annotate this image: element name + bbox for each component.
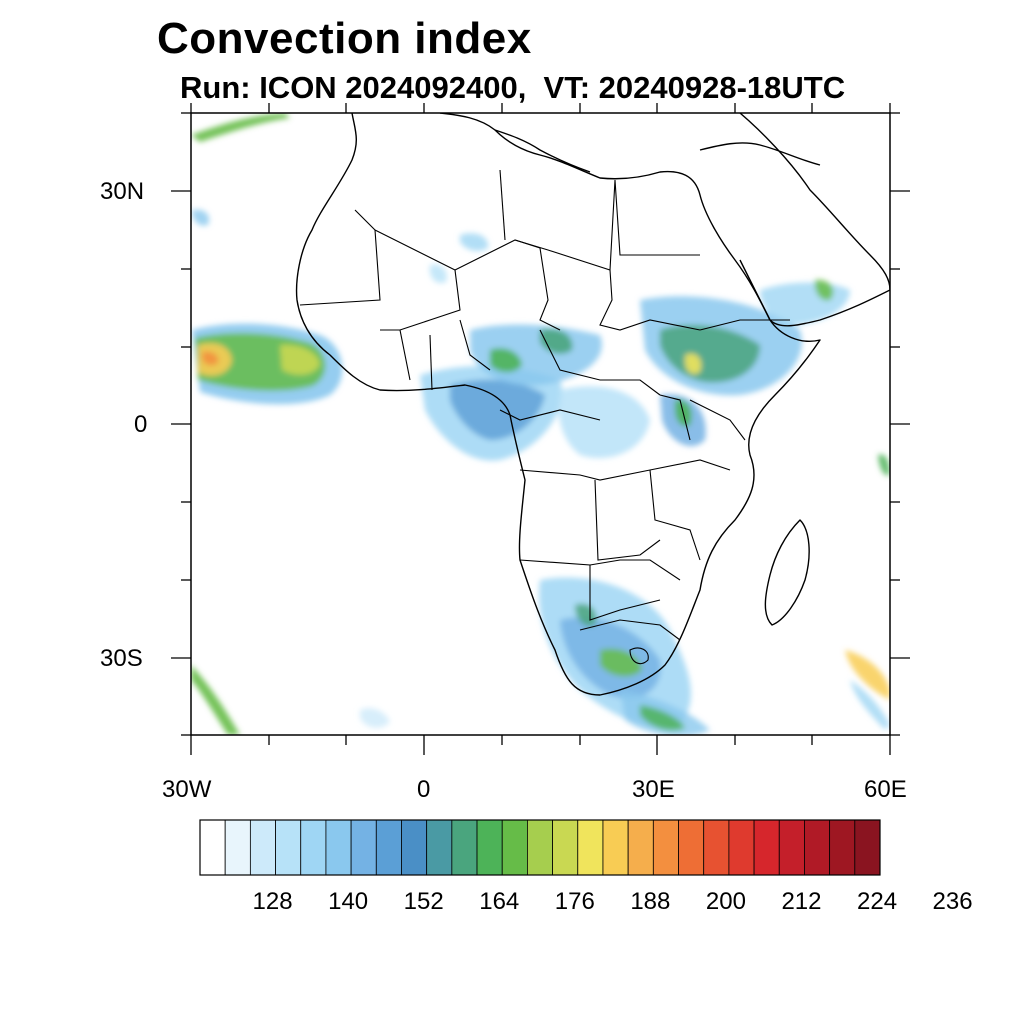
colorbar-box	[652, 819, 679, 876]
colorbar-tick-label: 152	[403, 888, 444, 915]
colorbar-tick-label: 164	[479, 888, 520, 915]
lon-label-60e: 60E	[864, 776, 907, 803]
lon-label-30e: 30E	[632, 776, 675, 803]
colorbar-box	[602, 819, 629, 876]
chart-subtitle: Run: ICON 2024092400, VT: 20240928-18UTC	[180, 70, 846, 105]
colorbar-tick-label: 224	[857, 888, 898, 915]
colorbar-box	[753, 819, 780, 876]
colorbar-box	[224, 819, 251, 876]
colorbar-box	[426, 819, 453, 876]
axis-ticks	[171, 103, 910, 755]
colorbar-tick-label: 236	[932, 888, 973, 915]
colorbar-box	[249, 819, 276, 876]
colorbar-box	[854, 819, 881, 876]
colorbar-box	[703, 819, 730, 876]
colorbar-box	[501, 819, 528, 876]
lat-label-30s: 30S	[100, 645, 143, 672]
colorbar-box	[401, 819, 428, 876]
colorbar-box	[804, 819, 831, 876]
colorbar-box	[350, 819, 377, 876]
colorbar-tick-label: 140	[328, 888, 369, 915]
colorbar-box	[275, 819, 302, 876]
colorbar-box	[728, 819, 755, 876]
colorbar-tick-label: 188	[630, 888, 671, 915]
colorbar-box	[577, 819, 604, 876]
colorbar-outline	[199, 819, 881, 876]
colorbar-box	[375, 819, 402, 876]
colorbar-tick-label: 128	[252, 888, 293, 915]
colorbar-box	[476, 819, 503, 876]
convection-field	[191, 113, 890, 735]
colorbar-box	[451, 819, 478, 876]
colorbar-box	[627, 819, 654, 876]
colorbar-box	[325, 819, 352, 876]
lon-label-30w: 30W	[162, 776, 212, 803]
colorbar-tick-label: 212	[781, 888, 822, 915]
colorbar-box	[527, 819, 553, 876]
colorbar-box	[300, 819, 327, 876]
chart-title: Convection index	[157, 14, 532, 63]
colorbar-box	[829, 819, 856, 876]
lon-label-0: 0	[417, 776, 431, 803]
colorbar-box	[778, 819, 805, 876]
colorbar-box	[678, 819, 705, 876]
colorbar-tick-label: 200	[705, 888, 746, 915]
colorbar-box	[199, 819, 226, 876]
lat-label-0: 0	[134, 411, 148, 438]
lat-label-30n: 30N	[100, 178, 145, 205]
country-borders	[299, 169, 790, 665]
colorbar-tick-label: 176	[554, 888, 595, 915]
colorbar-box	[552, 819, 579, 876]
